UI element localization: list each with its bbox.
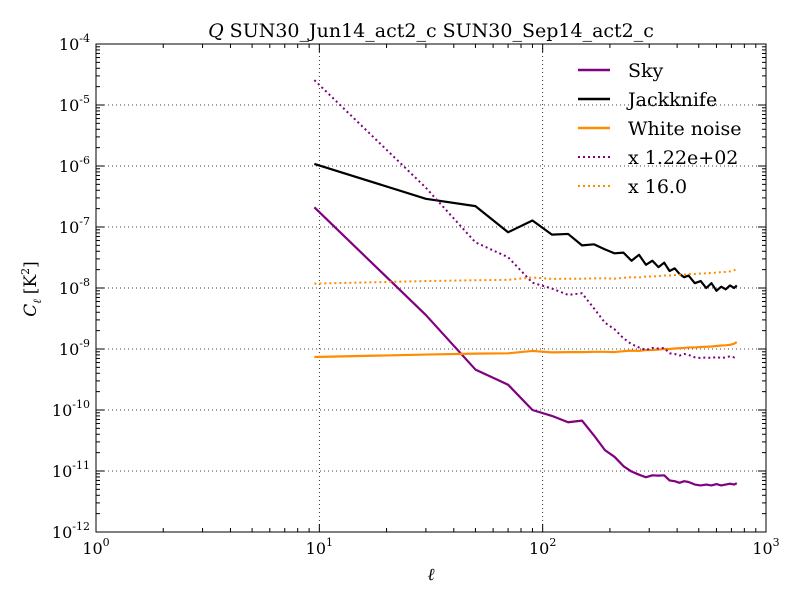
- legend-label-sky: Sky: [628, 60, 664, 82]
- y-axis-label-unit: [K: [21, 275, 41, 295]
- y-tick-label: 10-11: [52, 459, 90, 481]
- y-axis-label-unit-close: ]: [21, 261, 41, 268]
- chart-title-main: SUN30_Jun14_act2_c SUN30_Sep14_act2_c: [230, 20, 654, 42]
- series-line-white-noise-scaled: [314, 267, 738, 285]
- y-tick-label: 10-7: [59, 215, 90, 237]
- y-axis-label-symbol: C: [21, 304, 41, 317]
- x-axis-label: ℓ: [427, 565, 434, 585]
- legend: Sky Jackknife White noise x 1.22e+02 x 16.0: [578, 60, 742, 198]
- y-tick-label: 10-6: [59, 154, 90, 176]
- x-tick-label: 102: [529, 536, 556, 558]
- y-axis-label: Cℓ [K2]: [19, 261, 44, 317]
- x-tick-label: 103: [752, 536, 779, 558]
- series-line-jackknife: [314, 162, 738, 292]
- legend-label-jackknife: Jackknife: [626, 89, 717, 111]
- y-tick-label: 10-8: [59, 276, 90, 298]
- x-tick-label: 100: [82, 536, 109, 558]
- y-tick-label: 10-5: [59, 93, 90, 115]
- legend-label-white-noise-scaled: x 16.0: [628, 176, 687, 198]
- tick-layer: [95, 43, 767, 533]
- series-line-sky: [313, 206, 738, 487]
- series-line-sky-scaled: [313, 79, 738, 360]
- chart-title: Q SUN30_Jun14_act2_c SUN30_Sep14_act2_c: [208, 20, 654, 42]
- y-tick-label: 10-9: [59, 337, 90, 359]
- tick-label-layer: 100 101 102 103 10-12 10-11 10-10 10-9 10-8 10-7 1…: [52, 32, 780, 558]
- y-tick-label: 10-12: [52, 520, 90, 542]
- chart-title-prefix: Q: [208, 20, 224, 42]
- series-layer: [313, 79, 738, 487]
- y-tick-label: 10-4: [59, 32, 90, 54]
- series-line-white-noise: [314, 341, 738, 359]
- legend-label-sky-scaled: x 1.22e+02: [628, 147, 738, 169]
- legend-label-white-noise: White noise: [628, 118, 742, 140]
- grid-layer: [96, 44, 766, 532]
- x-tick-label: 101: [306, 536, 333, 558]
- y-axis-label-subscript: ℓ: [31, 299, 44, 304]
- y-tick-label: 10-10: [52, 398, 90, 420]
- y-axis-label-unit-sup: 2: [19, 268, 32, 275]
